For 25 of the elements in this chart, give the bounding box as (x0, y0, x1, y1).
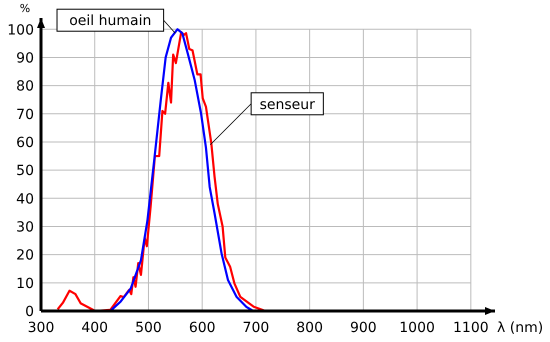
y-tick-label: 100 (7, 22, 34, 38)
y-tick-label: 80 (16, 78, 34, 95)
x-tick-label: 1000 (399, 320, 435, 336)
y-tick-label: 10 (16, 276, 34, 292)
y-tick-label: 70 (16, 106, 34, 123)
y-tick-label: 50 (16, 163, 34, 180)
annotation: senseur (260, 96, 316, 113)
x-tick-label: 400 (81, 320, 108, 336)
x-tick-label: 300 (28, 320, 54, 336)
x-tick-label: 900 (350, 320, 377, 336)
y-tick-label: 0 (25, 304, 34, 320)
x-tick-label: 500 (135, 320, 162, 336)
annotation: oeil humain (69, 13, 152, 30)
y-tick-label: 40 (16, 191, 34, 208)
y-axis-title: % (20, 2, 30, 15)
x-tick-label: 600 (188, 320, 216, 336)
y-tick-label: 60 (16, 134, 34, 151)
x-tick-label: 800 (296, 320, 324, 336)
y-tick-label: 90 (16, 50, 34, 66)
line-series (109, 28, 254, 312)
y-tick-label: 30 (16, 219, 34, 236)
y-tick-label: 20 (16, 248, 34, 264)
x-axis-title: λ (nm) (497, 320, 544, 336)
x-tick-label: 1100 (453, 320, 489, 336)
x-tick-label: 700 (242, 320, 270, 336)
